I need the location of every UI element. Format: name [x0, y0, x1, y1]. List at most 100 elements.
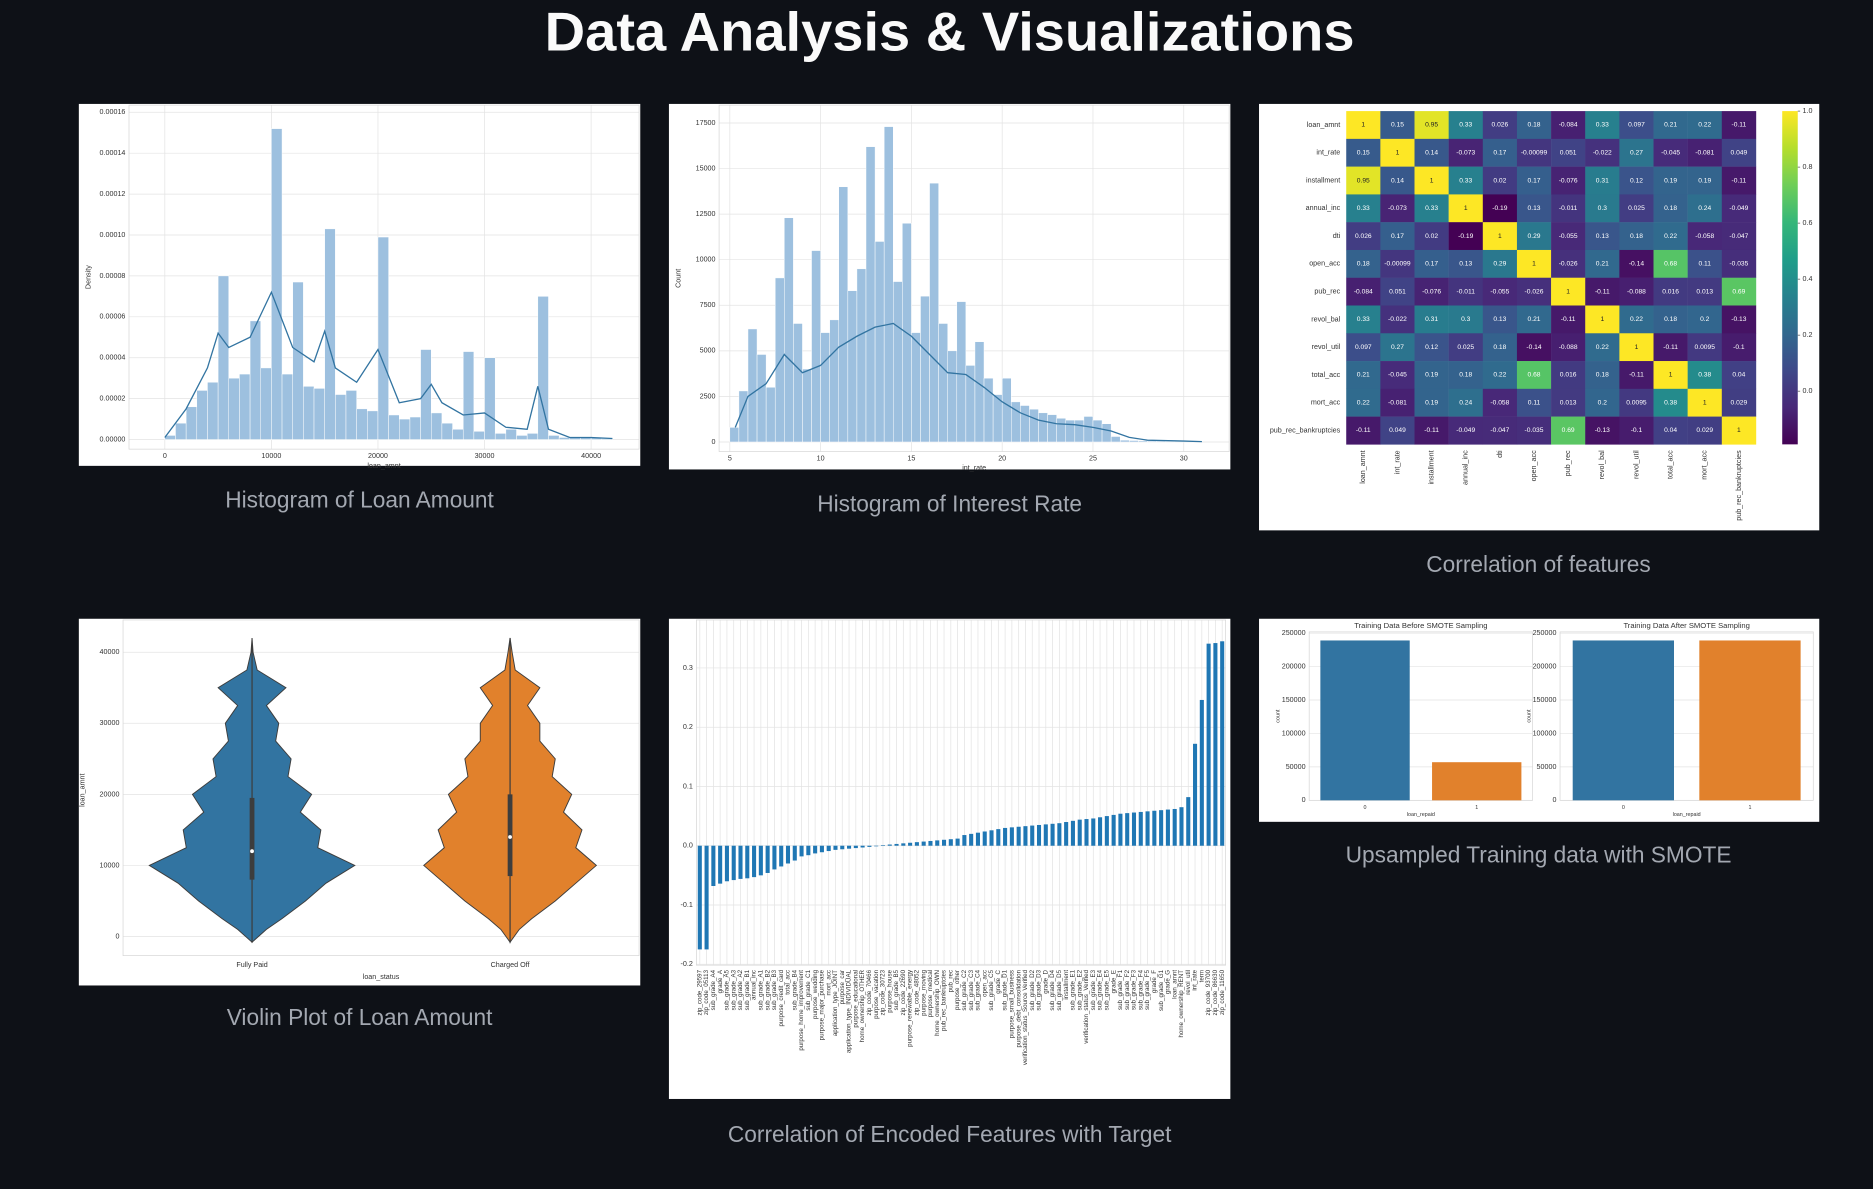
heatmap-cell [1516, 333, 1552, 362]
histogram-bar [505, 429, 517, 440]
histogram-bar [956, 301, 967, 443]
heatmap-cell [1585, 305, 1620, 334]
cell-label: 0.33 [1357, 316, 1370, 323]
heatmap-cell [1721, 138, 1757, 167]
x-tick-label: 1 [1748, 805, 1751, 811]
cell-label: -0.035 [1525, 427, 1544, 434]
cell-label: 1 [1396, 150, 1400, 157]
bar [1003, 827, 1008, 846]
cell-label: -0.19 [1492, 205, 1507, 212]
heatmap-cell [1482, 194, 1518, 223]
heatmap-cell [1482, 305, 1518, 334]
heatmap-cell [1721, 277, 1757, 306]
x-tick-label: sub_grade_C4 [975, 969, 982, 1010]
histogram-bar [820, 332, 830, 443]
cell-label: 0.22 [1630, 316, 1643, 323]
x-tick-label: sub_grade_B1 [744, 969, 751, 1010]
cell-label: -0.14 [1629, 261, 1644, 268]
cell-label: -0.011 [1559, 205, 1578, 212]
cell-label: 1 [1361, 122, 1365, 129]
x-tick-label: 25 [1089, 455, 1097, 463]
heatmap-cell [1380, 388, 1415, 417]
bar [1077, 819, 1082, 846]
cell-label: 0.18 [1596, 372, 1609, 379]
cell-label: 0.38 [1698, 372, 1711, 379]
cell-label: 1 [1669, 372, 1673, 379]
y-tick-label: 0 [1302, 796, 1306, 804]
histogram-bar [1029, 408, 1039, 443]
cell-label: 0.19 [1425, 372, 1438, 379]
x-tick-label: sub_grade_E2 [1076, 969, 1083, 1010]
heatmap-cell [1516, 111, 1552, 140]
heatmap-cell [1619, 388, 1654, 417]
heatmap-cell [1687, 305, 1723, 334]
bar [1206, 643, 1211, 846]
x-tick-label: application_type_JOINT [832, 970, 839, 1036]
y-tick-label: 30000 [100, 719, 120, 727]
x-tick-label: sub_grade_F4 [1137, 969, 1144, 1010]
y-tick-label: 0.3 [683, 664, 693, 672]
heatmap-cell [1551, 277, 1586, 306]
bar [1179, 807, 1184, 846]
heatmap-cell [1551, 222, 1586, 251]
x-axis-label: loan_repaid [1407, 812, 1435, 818]
x-tick-label: annual_inc [751, 970, 758, 1000]
histogram-bar [947, 350, 958, 443]
heatmap-cell [1687, 194, 1723, 223]
plot-border [696, 619, 1226, 966]
bar [1220, 641, 1225, 846]
y-tick-label: 7500 [700, 301, 716, 309]
histogram-bar [377, 236, 389, 440]
histogram-bar [388, 414, 400, 440]
x-tick-label: sub_grade_C1 [805, 969, 812, 1010]
x-tick-label: zip_code_86630 [1212, 969, 1219, 1015]
heatmap-cell [1619, 194, 1654, 223]
cell-label: -0.076 [1559, 177, 1578, 184]
bar [731, 845, 736, 881]
colorbar-tick-label: 0.8 [1803, 163, 1813, 171]
bar [867, 845, 872, 847]
x-tick-label: sub_grade_F3 [1131, 969, 1138, 1010]
bar [1199, 699, 1204, 846]
violin-box [249, 797, 255, 880]
histogram-bar [399, 418, 411, 440]
column-label: revol_bal [1598, 450, 1606, 479]
heatmap-cell [1585, 333, 1620, 362]
bar [1111, 814, 1116, 846]
histogram-bar [1156, 441, 1166, 443]
plot-border [122, 619, 640, 956]
heatmap-cell [1380, 333, 1415, 362]
histogram-bar [965, 365, 976, 443]
colorbar-tick-label: 0.6 [1803, 219, 1813, 227]
histogram-bar [1110, 436, 1121, 443]
colorbar-tick-label: 0.4 [1803, 275, 1813, 283]
cell-label: -0.13 [1731, 316, 1746, 323]
column-label: annual_inc [1462, 450, 1470, 485]
bar [1432, 762, 1522, 801]
cell-label: -0.049 [1729, 205, 1748, 212]
histogram-bar [335, 394, 347, 440]
heatmap-cell [1414, 138, 1449, 167]
heatmap-cell [1619, 138, 1654, 167]
x-tick-label: grade_F [1151, 970, 1158, 993]
x-tick-label: grade_D [1042, 969, 1049, 993]
heatmap-cell [1380, 277, 1415, 306]
cell-label: -0.026 [1525, 288, 1544, 295]
x-tick-label: purpose_moving [920, 969, 927, 1015]
x-tick-label: purpose_debt_consolidation [1015, 969, 1022, 1047]
bar [1145, 811, 1150, 846]
heatmap-cell [1448, 333, 1484, 362]
row-label: loan_amnt [1307, 121, 1340, 129]
cell-label: 0.11 [1528, 399, 1541, 406]
bar [785, 845, 791, 864]
histogram-bar [271, 128, 283, 440]
cell-label: 0.33 [1596, 122, 1609, 129]
x-tick-label: purpose_home_improvement [798, 970, 805, 1051]
heatmap-cell [1653, 249, 1688, 278]
x-tick-label: 10000 [261, 452, 281, 460]
y-tick-label: -0.2 [680, 960, 692, 968]
heatmap-cell [1721, 194, 1757, 223]
heatmap-cell [1653, 222, 1688, 251]
bar [697, 845, 702, 950]
bar [792, 845, 797, 861]
